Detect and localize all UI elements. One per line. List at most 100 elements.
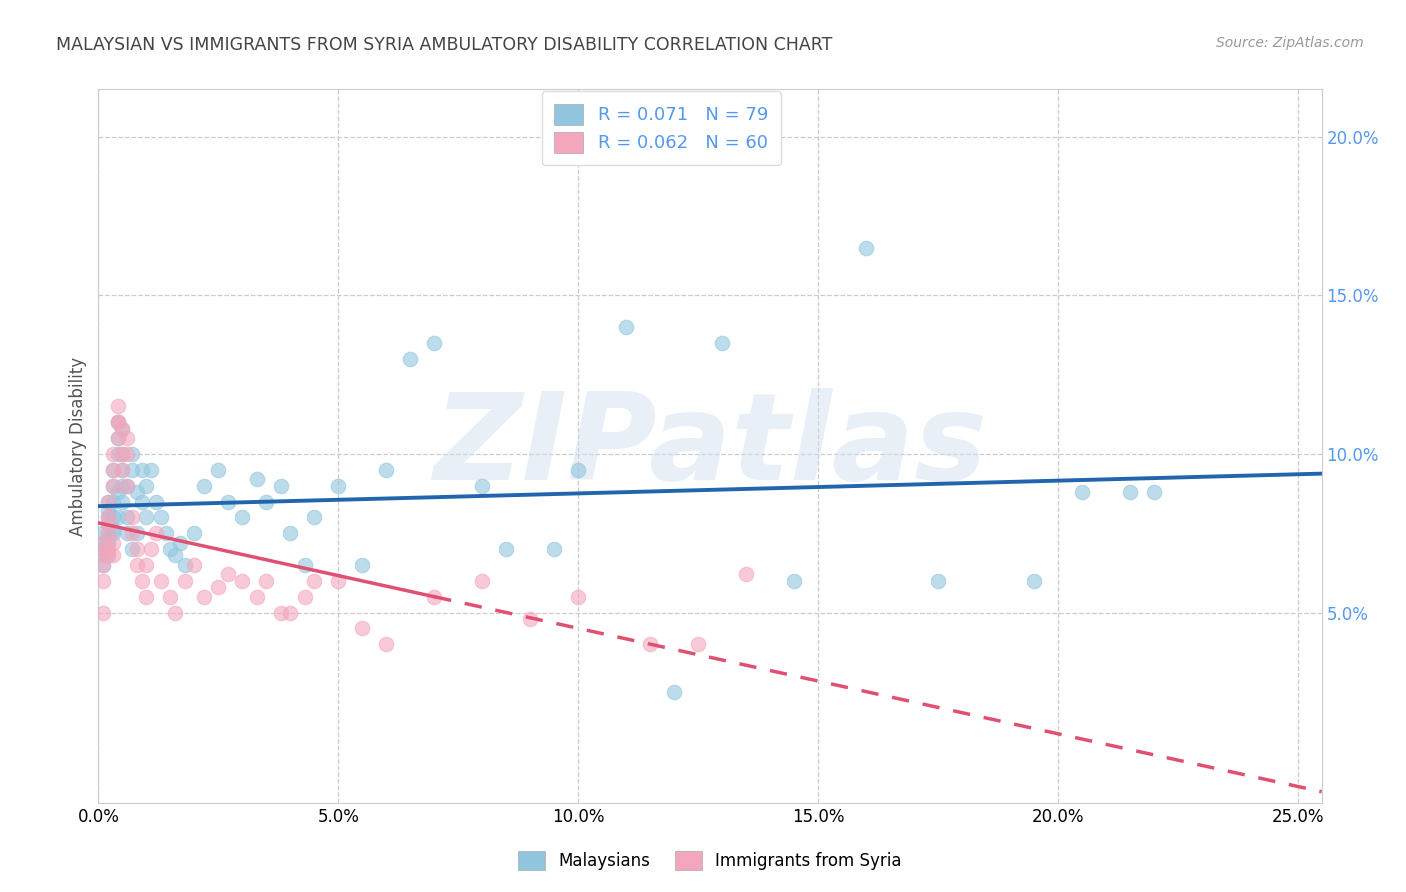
Point [183,526,205,541]
Point [101,549,124,563]
Point [97,535,120,549]
Point [121,447,143,461]
Point [423,335,446,350]
Point [125,526,148,541]
Point [115,478,138,492]
Point [115,478,138,492]
Point [97,516,120,531]
Point [121,526,143,541]
Point [97,542,120,557]
Point [145,526,167,541]
Point [125,558,148,572]
Point [1070,485,1092,500]
Point [107,431,129,445]
Point [352,558,374,572]
Point [1143,485,1166,500]
Point [107,415,129,429]
Point [399,351,422,366]
Point [1022,574,1045,588]
Point [131,463,153,477]
Point [101,447,124,461]
Point [111,494,134,508]
Point [246,590,269,604]
Point [519,612,541,626]
Y-axis label: Ambulatory Disability: Ambulatory Disability [69,357,87,535]
Point [121,542,143,557]
Point [91,535,114,549]
Point [207,463,229,477]
Point [193,478,215,492]
Legend: Malaysians, Immigrants from Syria: Malaysians, Immigrants from Syria [512,844,908,877]
Point [131,574,153,588]
Point [111,447,134,461]
Point [328,574,350,588]
Point [711,335,734,350]
Point [165,549,187,563]
Point [91,535,114,549]
Point [254,574,277,588]
Point [159,542,181,557]
Point [217,494,239,508]
Point [855,241,877,255]
Point [471,574,494,588]
Point [135,590,157,604]
Point [97,533,120,547]
Point [614,320,637,334]
Point [91,549,114,563]
Point [101,478,124,492]
Point [217,567,239,582]
Point [101,526,124,541]
Point [101,494,124,508]
Point [111,463,134,477]
Point [246,472,269,486]
Point [91,606,114,620]
Point [927,574,949,588]
Point [686,637,709,651]
Point [543,542,565,557]
Point [97,510,120,524]
Point [149,510,172,524]
Point [107,415,129,429]
Point [107,431,129,445]
Text: ZIPatlas: ZIPatlas [433,387,987,505]
Point [107,447,129,461]
Point [278,606,301,620]
Point [141,463,163,477]
Point [231,510,253,524]
Point [294,590,316,604]
Point [254,494,277,508]
Point [107,415,129,429]
Point [141,542,163,557]
Point [423,590,446,604]
Point [169,535,191,549]
Point [97,526,120,541]
Point [183,558,205,572]
Point [278,526,301,541]
Point [97,516,120,531]
Point [155,526,177,541]
Point [135,558,157,572]
Point [375,637,398,651]
Point [101,463,124,477]
Point [131,494,153,508]
Point [135,510,157,524]
Point [270,606,292,620]
Point [115,526,138,541]
Point [159,590,181,604]
Point [111,478,134,492]
Point [270,478,292,492]
Point [328,478,350,492]
Point [294,558,316,572]
Point [107,510,129,524]
Point [101,463,124,477]
Point [97,510,120,524]
Point [662,685,685,699]
Point [97,549,120,563]
Point [101,510,124,524]
Point [352,621,374,635]
Point [125,542,148,557]
Text: Source: ZipAtlas.com: Source: ZipAtlas.com [1216,36,1364,50]
Point [165,606,187,620]
Point [638,637,661,651]
Point [91,549,114,563]
